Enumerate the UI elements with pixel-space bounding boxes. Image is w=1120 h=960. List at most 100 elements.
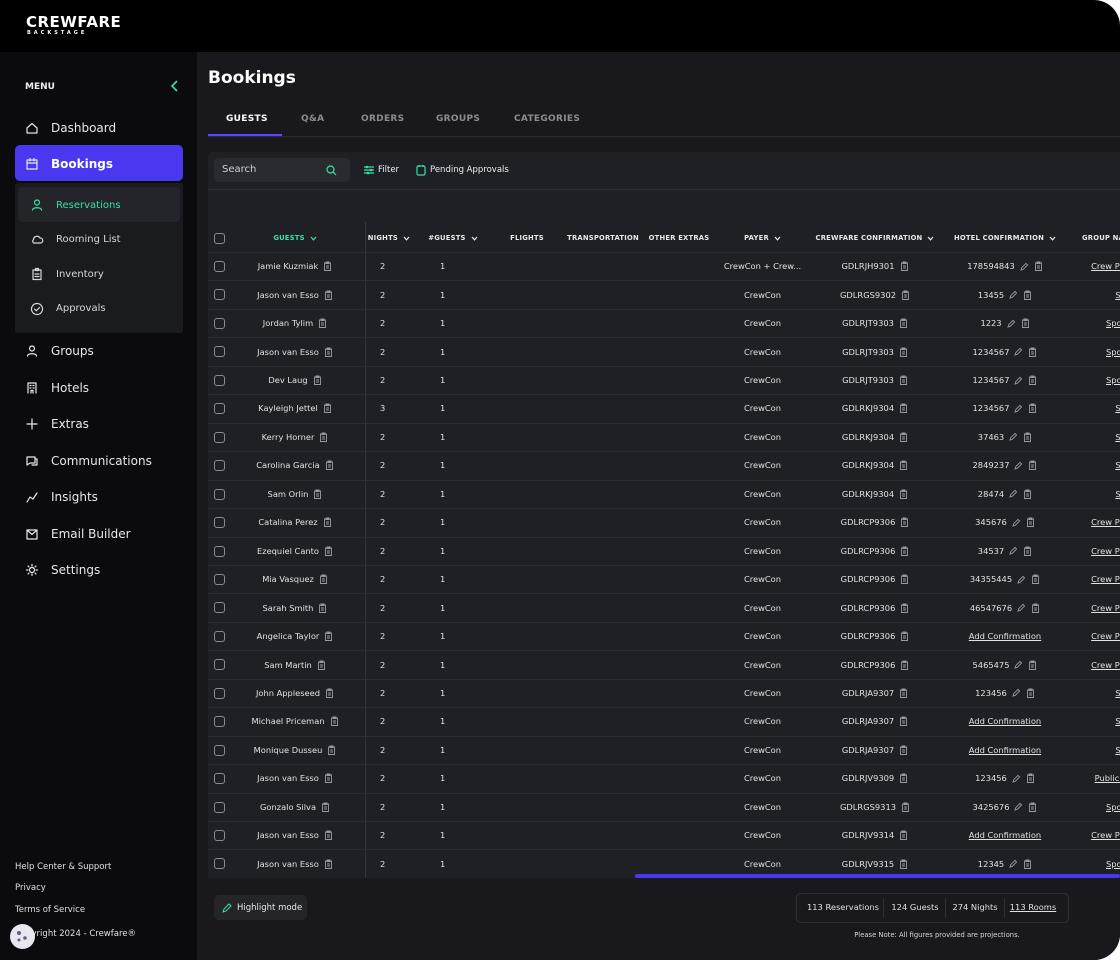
row-checkbox[interactable] — [214, 602, 225, 614]
edit-icon[interactable] — [1014, 660, 1023, 669]
copy-icon[interactable] — [899, 773, 908, 784]
footer-link[interactable]: Terms of Service — [15, 905, 86, 915]
group-name[interactable]: Staff — [1115, 744, 1120, 755]
edit-icon[interactable] — [1009, 859, 1018, 868]
copy-icon[interactable] — [1023, 290, 1032, 300]
copy-icon[interactable] — [323, 517, 332, 528]
copy-icon[interactable] — [900, 574, 909, 585]
edit-icon[interactable] — [1006, 319, 1016, 328]
copy-icon[interactable] — [1028, 403, 1037, 414]
row-checkbox[interactable] — [214, 431, 225, 443]
copy-icon[interactable] — [1023, 859, 1032, 869]
column-header[interactable]: #GUESTS — [418, 228, 488, 248]
subnav-item[interactable]: Reservations — [30, 196, 121, 214]
pending-button[interactable]: Pending Approvals — [430, 165, 509, 175]
copy-icon[interactable] — [900, 660, 909, 670]
scrollbar[interactable] — [635, 874, 1120, 878]
nav-item[interactable]: Dashboard — [25, 118, 116, 138]
row-checkbox[interactable] — [214, 545, 225, 557]
copy-icon[interactable] — [899, 716, 908, 727]
cell-text[interactable]: Add Confirmation — [968, 744, 1042, 755]
copy-icon[interactable] — [1026, 517, 1035, 528]
edit-icon[interactable] — [1009, 432, 1018, 442]
highlight-button[interactable]: Highlight mode — [214, 895, 307, 920]
copy-icon[interactable] — [901, 802, 910, 812]
edit-icon[interactable] — [1017, 575, 1026, 584]
copy-icon[interactable] — [325, 688, 334, 698]
group-name[interactable]: Sponsors — [1105, 801, 1120, 812]
group-name[interactable]: Sponsors — [1105, 858, 1120, 869]
cell-text[interactable]: Add Confirmation — [968, 830, 1042, 841]
footer-link[interactable]: Help Center & Support — [15, 862, 112, 872]
copy-icon[interactable] — [324, 859, 333, 869]
copy-icon[interactable] — [1023, 489, 1032, 499]
row-checkbox[interactable] — [214, 403, 225, 415]
tab[interactable]: Q&A — [301, 114, 325, 124]
edit-icon[interactable] — [1020, 262, 1029, 271]
copy-icon[interactable] — [1021, 318, 1030, 329]
nav-item[interactable]: Email Builder — [25, 524, 131, 544]
row-checkbox[interactable] — [214, 716, 225, 728]
copy-icon[interactable] — [899, 347, 908, 357]
nav-item[interactable]: Settings — [25, 560, 100, 580]
copy-icon[interactable] — [324, 290, 333, 300]
copy-icon[interactable] — [899, 489, 908, 499]
copy-icon[interactable] — [1023, 546, 1032, 556]
copy-icon[interactable] — [901, 290, 910, 300]
group-name[interactable]: Staff — [1115, 716, 1120, 727]
row-checkbox[interactable] — [214, 801, 225, 813]
nav-item[interactable]: Bookings — [25, 154, 113, 174]
copy-icon[interactable] — [321, 802, 330, 812]
row-checkbox[interactable] — [214, 517, 225, 529]
tab[interactable]: ORDERS — [361, 114, 405, 124]
group-name[interactable]: Crew Production — [1091, 631, 1120, 642]
column-header[interactable]: GUESTS — [232, 228, 358, 248]
row-checkbox[interactable] — [214, 687, 225, 699]
copy-icon[interactable] — [325, 460, 334, 471]
search-box[interactable]: Search — [214, 158, 350, 182]
group-name[interactable]: Crew Production — [1091, 517, 1120, 528]
row-checkbox[interactable] — [214, 317, 225, 329]
filter-button[interactable]: Filter — [378, 165, 400, 175]
copy-icon[interactable] — [1031, 603, 1040, 613]
group-name[interactable]: Sponsors — [1105, 346, 1120, 357]
copy-icon[interactable] — [324, 546, 333, 556]
copy-icon[interactable] — [1031, 574, 1040, 585]
collapse-icon[interactable] — [170, 80, 180, 92]
row-checkbox[interactable] — [214, 573, 225, 585]
column-header[interactable]: HOTEL CONFIRMATION — [945, 228, 1065, 248]
row-checkbox[interactable] — [214, 659, 225, 671]
group-name[interactable]: Staff — [1115, 431, 1120, 442]
nav-item[interactable]: Groups — [25, 341, 94, 361]
group-name[interactable]: Crew Production — [1091, 545, 1120, 556]
footer-link[interactable]: Privacy — [15, 883, 46, 893]
group-name[interactable]: Crew Production — [1091, 659, 1120, 670]
copy-icon[interactable] — [1026, 773, 1035, 784]
copy-icon[interactable] — [899, 745, 908, 755]
row-checkbox[interactable] — [214, 773, 225, 785]
group-name[interactable]: Staff — [1115, 289, 1120, 300]
copy-icon[interactable] — [1026, 688, 1035, 698]
copy-icon[interactable] — [327, 745, 336, 755]
row-checkbox[interactable] — [214, 346, 225, 358]
edit-icon[interactable] — [1014, 404, 1023, 413]
row-checkbox[interactable] — [214, 460, 225, 472]
cell-text[interactable]: Add Confirmation — [968, 716, 1042, 727]
tab[interactable]: GUESTS — [226, 114, 268, 124]
row-checkbox[interactable] — [214, 261, 225, 272]
copy-icon[interactable] — [899, 403, 908, 414]
copy-icon[interactable] — [900, 631, 909, 642]
edit-icon[interactable] — [1009, 290, 1018, 299]
stat[interactable]: 113 Rooms — [1009, 902, 1057, 912]
nav-item[interactable]: Extras — [25, 414, 89, 434]
subnav-item[interactable]: Approvals — [30, 300, 106, 318]
edit-icon[interactable] — [1017, 603, 1026, 612]
edit-icon[interactable] — [1014, 461, 1023, 470]
row-checkbox[interactable] — [214, 488, 225, 500]
edit-icon[interactable] — [1012, 688, 1021, 698]
edit-icon[interactable] — [1014, 347, 1023, 356]
copy-icon[interactable] — [324, 830, 333, 841]
copy-icon[interactable] — [899, 318, 908, 329]
header-checkbox[interactable] — [214, 233, 225, 244]
copy-icon[interactable] — [1028, 460, 1037, 471]
